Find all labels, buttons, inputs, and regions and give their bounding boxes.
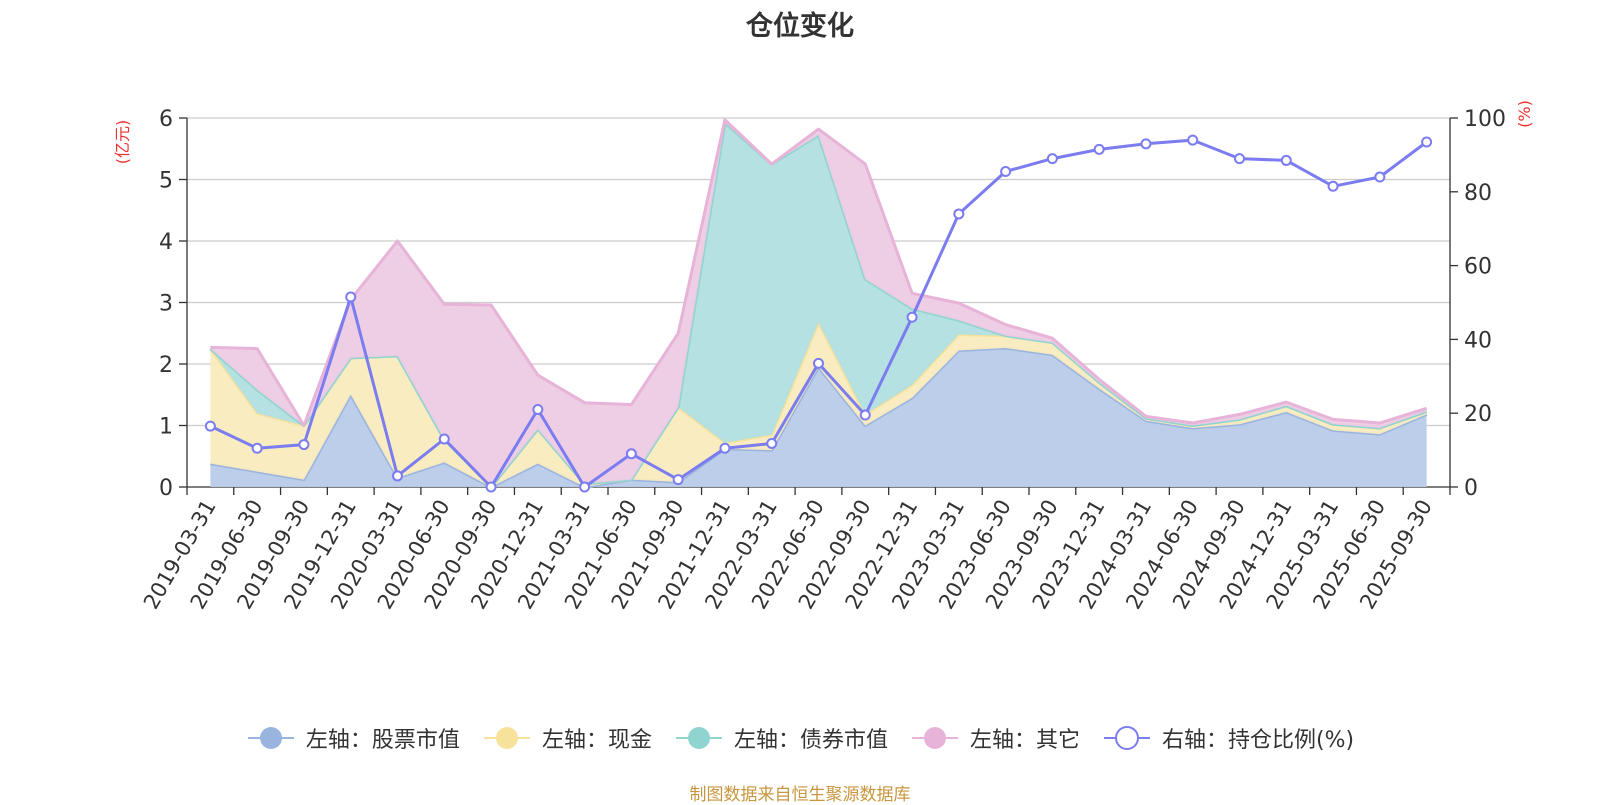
y-right-tick-label: 100: [1464, 107, 1506, 132]
line-point: [1280, 154, 1292, 166]
line-point: [251, 442, 263, 454]
y-left-tick-label: 4: [159, 230, 173, 255]
line-point: [532, 404, 544, 416]
line-point: [719, 442, 731, 454]
chart-legend: 左轴：股票市值 左轴：现金 左轴：债券市值 左轴：其它 右轴：持仓比例(%): [0, 722, 1600, 754]
line-point: [766, 437, 778, 449]
line-point: [1421, 136, 1433, 148]
area-series-2: [210, 122, 1427, 488]
source-note: 制图数据来自恒生聚源数据库: [689, 785, 911, 805]
legend-item[interactable]: 左轴：股票市值: [246, 722, 460, 754]
line-point: [1046, 153, 1058, 165]
line-point: [392, 470, 403, 482]
line-point: [298, 439, 310, 451]
line-point: [1140, 138, 1152, 150]
legend-swatch-icon: [675, 727, 722, 749]
legend-item[interactable]: 左轴：现金: [482, 722, 652, 754]
y-left-tick-label: 2: [159, 353, 173, 378]
y-left-tick-label: 0: [159, 476, 173, 501]
line-point: [579, 481, 591, 493]
legend-swatch-icon: [911, 727, 958, 749]
line-point: [1234, 153, 1245, 165]
line-point: [485, 481, 497, 493]
legend-swatch-icon: [1103, 726, 1150, 750]
legend-label: 左轴：现金: [541, 728, 652, 753]
legend-label: 左轴：债券市值: [733, 728, 888, 753]
legend-label: 左轴：股票市值: [305, 728, 460, 753]
line-point: [438, 433, 450, 445]
line-point: [672, 474, 684, 486]
line-point: [1374, 171, 1386, 183]
area-series-3: [210, 119, 1427, 488]
line-point: [1000, 166, 1012, 178]
y-left-tick-label: 3: [159, 292, 173, 317]
area-series-0: [210, 348, 1427, 487]
legend-label: 左轴：其它: [969, 728, 1080, 753]
legend-item[interactable]: 左轴：债券市值: [674, 722, 888, 754]
y-right-tick-label: 0: [1464, 476, 1478, 501]
y-right-tick-label: 60: [1464, 255, 1492, 280]
area-series-1: [210, 322, 1427, 487]
legend-swatch-icon: [483, 727, 530, 749]
line-point: [813, 357, 824, 369]
y-left-tick-label: 6: [159, 107, 173, 132]
legend-item[interactable]: 左轴：其它: [910, 722, 1080, 754]
line-point: [906, 311, 918, 323]
line-point: [953, 208, 965, 220]
legend-item[interactable]: 右轴：持仓比例(%): [1102, 722, 1354, 754]
line-point: [204, 420, 216, 432]
legend-swatch-icon: [247, 727, 294, 749]
y-right-tick-label: 80: [1464, 181, 1492, 206]
line-point: [859, 409, 871, 421]
y-left-axis-label: (亿元): [113, 120, 132, 165]
y-right-tick-label: 40: [1464, 328, 1492, 353]
line-point: [1327, 180, 1339, 192]
line-point: [345, 291, 357, 303]
legend-label: 右轴：持仓比例(%): [1161, 728, 1355, 753]
line-point: [1187, 134, 1199, 146]
y-left-tick-label: 5: [159, 169, 173, 194]
y-right-tick-label: 20: [1464, 402, 1492, 427]
line-point: [625, 448, 637, 460]
area-edge-series-3: [210, 118, 1428, 427]
chart-title: 仓位变化: [746, 11, 854, 42]
line-point: [1093, 143, 1105, 155]
y-left-tick-label: 1: [159, 415, 173, 440]
y-right-axis-label: (%): [1515, 100, 1534, 128]
